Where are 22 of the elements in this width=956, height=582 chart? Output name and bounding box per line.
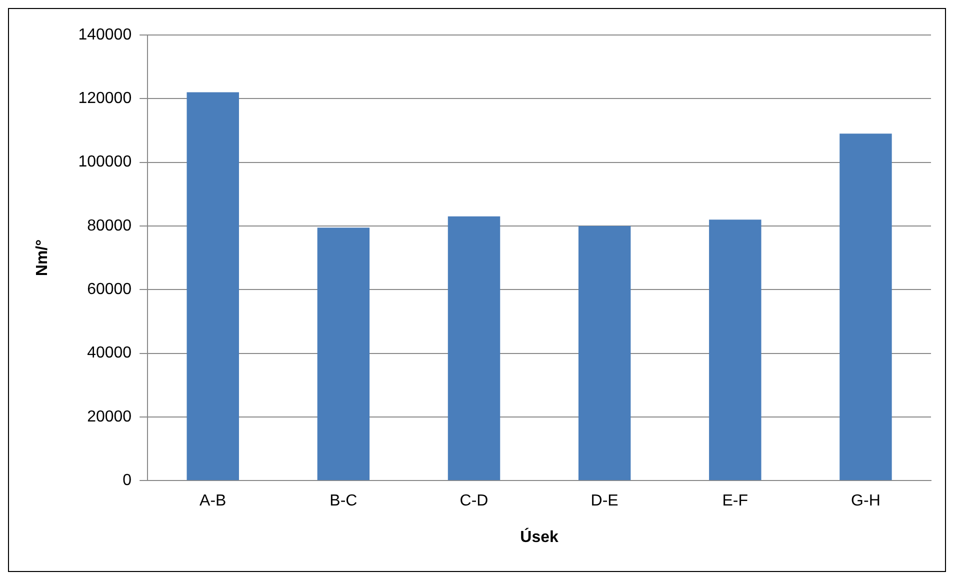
y-tick-label: 60000 bbox=[87, 281, 132, 298]
bar bbox=[448, 216, 500, 480]
bar bbox=[578, 226, 631, 480]
bar bbox=[317, 228, 370, 480]
y-tick-label: 140000 bbox=[78, 26, 132, 44]
bar bbox=[840, 134, 892, 480]
y-tick-label: 20000 bbox=[87, 408, 132, 426]
y-tick-label: 100000 bbox=[78, 154, 132, 171]
x-axis-title: Úsek bbox=[520, 526, 559, 546]
x-tick-label: E-F bbox=[722, 492, 748, 510]
y-tick-label: 120000 bbox=[78, 90, 132, 108]
x-tick-label: G-H bbox=[851, 492, 880, 510]
y-tick-label: 80000 bbox=[87, 217, 132, 234]
x-tick-label: B-C bbox=[330, 492, 358, 510]
y-axis-title: Nm/° bbox=[34, 239, 52, 276]
x-tick-label: A-B bbox=[200, 492, 226, 510]
y-tick-label: 0 bbox=[122, 472, 132, 490]
x-tick-label: D-E bbox=[590, 492, 618, 510]
x-tick-label: C-D bbox=[460, 492, 488, 510]
bar bbox=[709, 220, 762, 480]
y-tick-label: 40000 bbox=[87, 344, 132, 362]
bar bbox=[186, 92, 239, 480]
